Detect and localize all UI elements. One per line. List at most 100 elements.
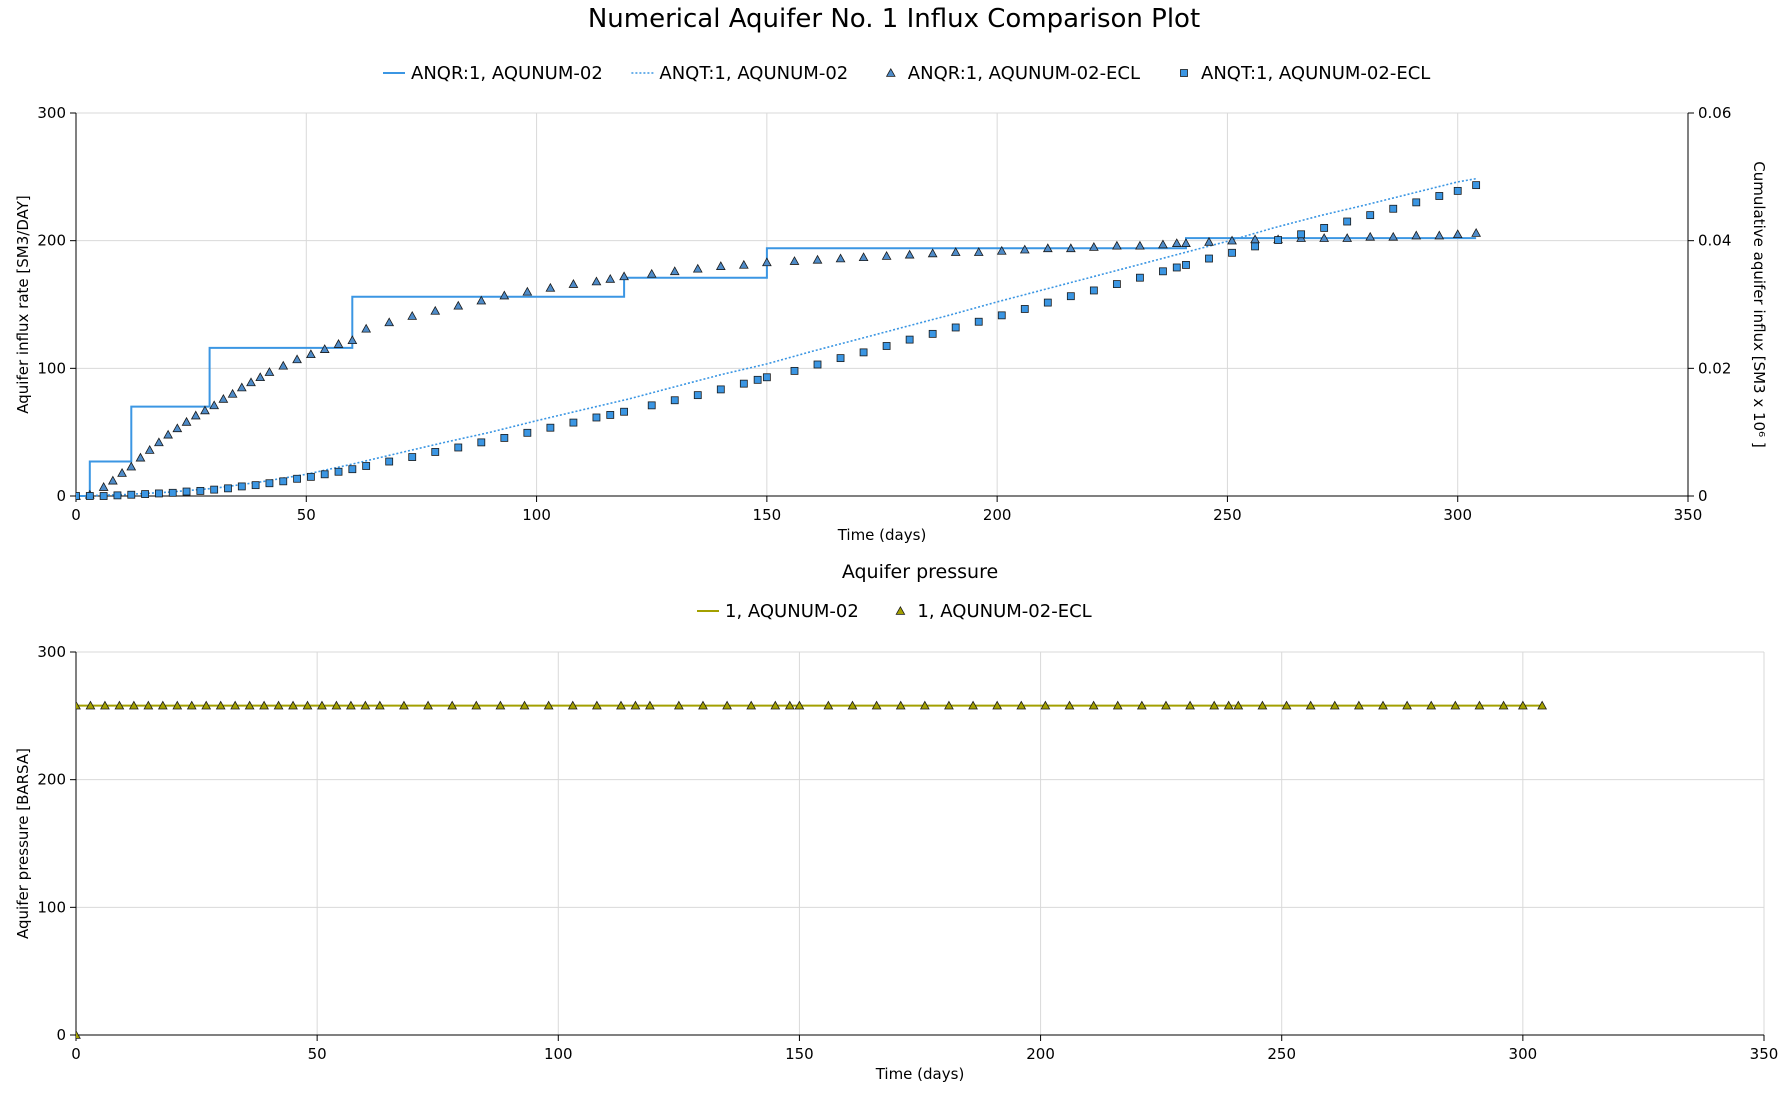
data-point-triangle — [1257, 700, 1268, 710]
data-point-triangle — [847, 700, 858, 710]
data-point-square — [168, 488, 177, 497]
data-point-triangle — [784, 700, 795, 710]
data-point-triangle — [669, 266, 680, 276]
data-point-square — [523, 428, 532, 437]
data-point-square — [836, 354, 845, 363]
y-tick-label: 300 — [37, 643, 66, 661]
chart-title: Numerical Aquifer No. 1 Influx Compariso… — [588, 4, 1200, 34]
x-tick-label: 300 — [1509, 1045, 1538, 1063]
data-point-triangle — [567, 700, 578, 710]
data-point-square — [237, 482, 246, 491]
x-tick-label: 250 — [1267, 1045, 1296, 1063]
x-tick-label: 200 — [983, 506, 1012, 524]
data-point-triangle — [181, 416, 192, 426]
data-point-square — [1159, 267, 1167, 276]
data-point-triangle — [76, 1029, 81, 1039]
y-tick-label: 0 — [56, 1026, 66, 1044]
legend-item-label: ANQR:1, AQUNUM-02 — [411, 63, 603, 84]
data-point-triangle — [100, 700, 110, 710]
data-point-triangle — [698, 700, 708, 710]
data-point-triangle — [1388, 231, 1399, 241]
data-point-triangle — [107, 475, 118, 485]
data-point-triangle — [895, 700, 906, 710]
data-point-triangle — [630, 700, 641, 710]
data-point-square — [1472, 181, 1481, 190]
data-point-triangle — [264, 367, 275, 376]
data-point-triangle — [144, 445, 155, 454]
data-point-square — [196, 486, 205, 495]
data-point-square — [546, 423, 555, 432]
data-point-triangle — [154, 437, 164, 447]
data-point-square — [951, 323, 960, 332]
data-point-square — [1320, 223, 1329, 232]
data-point-triangle — [333, 339, 344, 348]
data-point-triangle — [361, 323, 372, 333]
data-point-square — [1412, 198, 1421, 207]
data-point-square — [265, 479, 274, 488]
data-point-triangle — [1185, 700, 1195, 710]
data-point-triangle — [568, 279, 579, 288]
data-point-square — [1182, 261, 1190, 269]
data-point-square — [1043, 298, 1052, 307]
data-point-square — [127, 490, 136, 499]
data-point-triangle — [163, 429, 173, 439]
data-point-triangle — [236, 382, 247, 392]
plot-area — [76, 700, 1548, 1039]
data-point-triangle — [1434, 230, 1445, 240]
data-point-triangle — [384, 317, 395, 327]
data-point-triangle — [1471, 227, 1482, 237]
data-point-square — [1343, 217, 1352, 226]
data-point-triangle — [476, 295, 487, 305]
legend-swatch-triangle — [885, 67, 896, 77]
data-point-square — [454, 443, 463, 452]
data-point-triangle — [605, 273, 616, 283]
data-point-triangle — [1088, 700, 1099, 710]
data-point-triangle — [992, 700, 1003, 710]
x-tick-label: 50 — [297, 506, 316, 524]
y-tick-label: 200 — [37, 232, 66, 250]
data-point-triangle — [950, 247, 961, 256]
data-point-square — [348, 465, 357, 474]
data-point-square — [997, 311, 1006, 320]
data-point-triangle — [374, 700, 385, 710]
data-point-triangle — [135, 452, 146, 462]
data-point-triangle — [209, 400, 220, 410]
data-point-square — [477, 438, 486, 447]
data-point-triangle — [85, 700, 96, 710]
data-point-triangle — [1281, 700, 1292, 710]
data-point-square — [210, 485, 219, 494]
data-point-triangle — [1517, 700, 1528, 710]
y2-axis-label: Cumulative aquifer influx [SM3 x 10⁶ ] — [1750, 161, 1768, 447]
data-point-triangle — [543, 700, 554, 710]
data-point-triangle — [835, 253, 846, 263]
data-point-triangle — [471, 700, 482, 710]
data-point-triangle — [126, 461, 137, 471]
x-tick-label: 300 — [1443, 506, 1472, 524]
data-point-triangle — [1354, 700, 1364, 710]
data-point-square — [859, 348, 868, 357]
data-point-triangle — [259, 700, 269, 710]
data-point-triangle — [186, 700, 197, 710]
data-point-triangle — [347, 335, 358, 345]
data-point-square — [279, 477, 288, 486]
data-point-square — [85, 492, 94, 500]
data-point-triangle — [871, 700, 882, 710]
data-point-triangle — [646, 268, 657, 278]
data-point-triangle — [1498, 700, 1509, 710]
data-point-square — [1274, 236, 1282, 244]
x-tick-label: 250 — [1213, 506, 1242, 524]
y-axis-label: Aquifer pressure [BARSA] — [14, 748, 32, 939]
data-point-triangle — [317, 700, 327, 710]
legend: ANQR:1, AQUNUM-02 ANQT:1, AQUNUM-02 ANQR:1… — [383, 63, 1430, 84]
data-point-triangle — [996, 245, 1007, 255]
data-point-triangle — [1016, 700, 1027, 710]
x-tick-label: 0 — [71, 506, 81, 524]
data-point-triangle — [273, 700, 284, 710]
data-point-triangle — [1342, 233, 1353, 242]
data-point-triangle — [218, 393, 229, 403]
data-point-triangle — [306, 349, 316, 359]
y2-tick-label: 0.06 — [1698, 104, 1731, 122]
data-point-triangle — [823, 700, 834, 710]
data-point-square — [334, 467, 343, 476]
